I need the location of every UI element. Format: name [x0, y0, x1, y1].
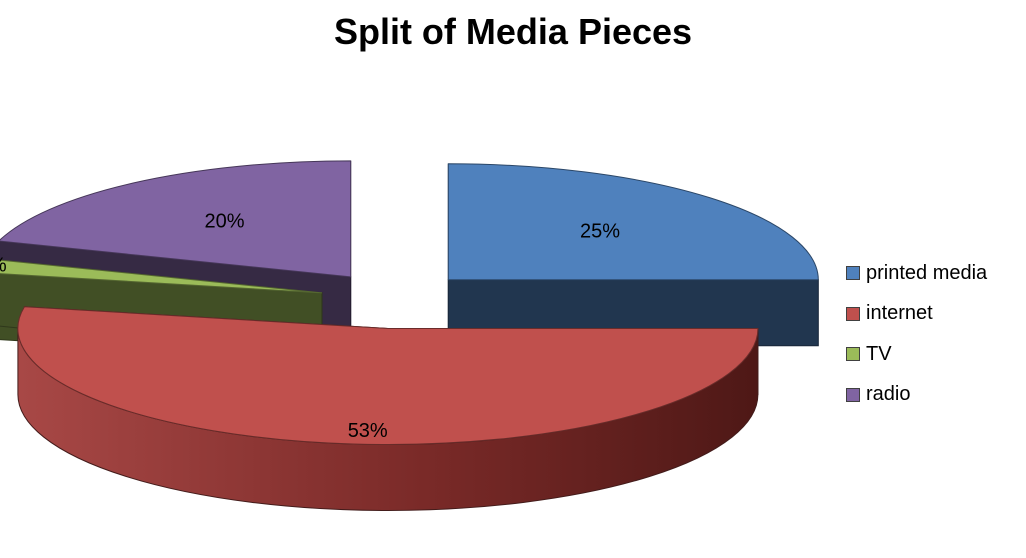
pie-slice-tv-top — [0, 259, 323, 294]
data-label-tv: 2% — [0, 255, 7, 277]
pie-slice-printed-media-top — [447, 163, 819, 281]
legend-item-internet: internet — [846, 302, 987, 325]
legend-swatch-tv — [846, 347, 860, 361]
chart-title: Split of Media Pieces — [333, 11, 693, 52]
legend: printed media internet TV radio — [846, 262, 987, 424]
pie-slice-internet — [17, 306, 759, 511]
data-label-radio: 20% — [205, 211, 245, 233]
data-label-printed-media: 25% — [580, 220, 620, 242]
legend-swatch-internet — [846, 306, 860, 321]
legend-item-radio: radio — [846, 383, 987, 406]
legend-label-radio: radio — [866, 383, 911, 405]
legend-label-internet: internet — [866, 302, 933, 324]
legend-swatch-radio — [846, 387, 860, 402]
legend-swatch-printed-media — [846, 266, 860, 280]
pie-slice-printed-media — [447, 163, 819, 347]
pie-slice-internet-top — [17, 306, 759, 445]
legend-label-tv: TV — [866, 342, 892, 365]
legend-item-tv: TV — [846, 343, 987, 365]
legend-label-printed-media: printed media — [866, 261, 988, 284]
data-label-internet: 53% — [348, 420, 388, 442]
legend-item-printed-media: printed media — [846, 262, 987, 284]
pie-slice-radio-top — [0, 160, 352, 278]
